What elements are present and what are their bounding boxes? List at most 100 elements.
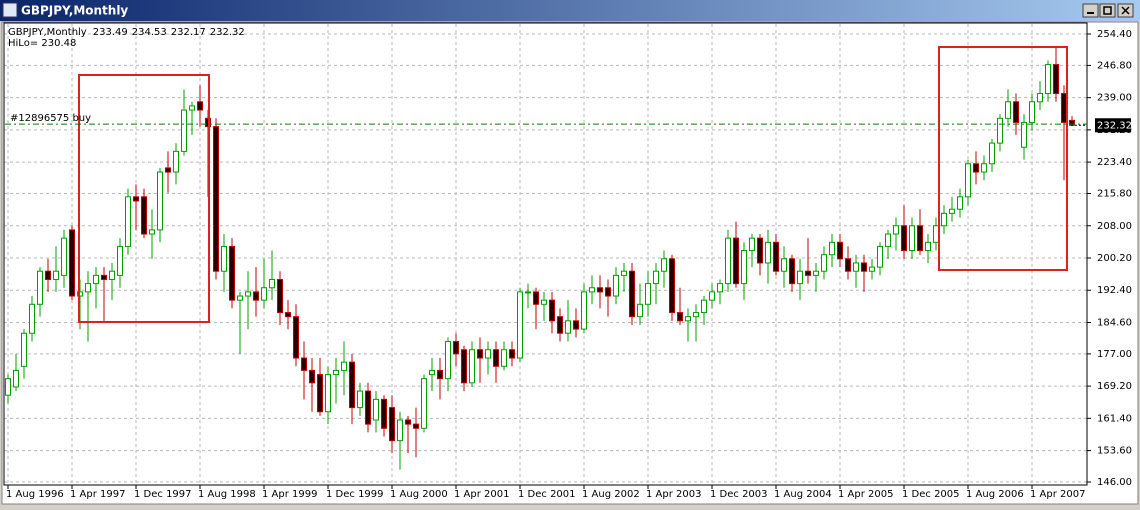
current-price-label: 232.32	[1097, 120, 1132, 131]
candle-body	[853, 262, 859, 272]
candle-body	[157, 171, 163, 231]
candle-body	[565, 320, 571, 334]
candle-body	[589, 287, 595, 293]
candle-body	[1053, 64, 1059, 95]
candle-body	[837, 241, 843, 260]
hilo-label: HiLo= 230.48	[8, 38, 76, 49]
candle-body	[5, 378, 11, 396]
candle-body	[701, 299, 707, 314]
y-tick-label: 246.80	[1097, 60, 1132, 71]
y-tick-label: 153.60	[1097, 446, 1132, 457]
candle-body	[773, 241, 779, 272]
x-tick-label: 1 Aug 2002	[582, 489, 640, 500]
candle-body	[637, 303, 643, 318]
candle-body	[85, 283, 91, 293]
candle-body	[845, 258, 851, 272]
candle-body	[741, 250, 747, 285]
candle-body	[53, 270, 59, 280]
candle-body	[981, 163, 987, 173]
candle-body	[1029, 101, 1035, 123]
candle-body	[997, 117, 1003, 144]
minimize-button[interactable]	[1082, 3, 1099, 18]
header-low: 232.17	[171, 27, 206, 38]
candle-body	[61, 237, 67, 276]
candle-body	[829, 241, 835, 256]
candle-body	[965, 163, 971, 198]
candle-body	[621, 270, 627, 276]
candle-body	[941, 212, 947, 227]
candle-body	[509, 349, 515, 359]
candle-body	[909, 225, 915, 252]
candle-body	[533, 291, 539, 305]
candle-body	[517, 291, 523, 359]
candle-body	[613, 274, 619, 297]
candle-body	[245, 291, 251, 297]
chart-area	[1, 21, 1139, 505]
y-tick-label: 215.80	[1097, 189, 1132, 200]
candle-body	[253, 291, 259, 301]
candle-body	[725, 237, 731, 285]
candle-body	[1021, 121, 1027, 148]
candle-body	[1037, 93, 1043, 103]
candle-body	[133, 196, 139, 202]
plot-frame	[3, 22, 1088, 486]
x-tick-label: 1 Aug 2004	[774, 489, 832, 500]
header-high: 234.53	[132, 27, 167, 38]
candle-body	[197, 101, 203, 111]
y-tick-label: 184.60	[1097, 317, 1132, 328]
candle-body	[269, 278, 275, 289]
grid	[4, 24, 1087, 485]
x-tick-label: 1 Apr 2005	[838, 489, 893, 500]
candle-body	[541, 299, 547, 305]
window-icon	[2, 2, 18, 18]
candle-body	[125, 196, 131, 247]
candle-body	[381, 398, 387, 429]
candle-body	[341, 361, 347, 371]
candle-body	[797, 270, 803, 285]
x-tick-label: 1 Aug 1996	[6, 489, 64, 500]
x-tick-label: 1 Apr 1997	[70, 489, 125, 500]
maximize-button[interactable]	[1099, 3, 1116, 18]
candle-body	[333, 369, 339, 376]
order-label: #12896575 buy	[10, 113, 91, 124]
candle-body	[165, 167, 171, 173]
candle-body	[1061, 93, 1067, 123]
candle-body	[277, 278, 283, 314]
candle-body	[869, 266, 875, 272]
candle-body	[181, 109, 187, 152]
candle-body	[893, 225, 899, 235]
highlight-box	[938, 46, 1068, 271]
x-tick-label: 1 Dec 2003	[710, 489, 768, 500]
y-tick-label: 223.40	[1097, 157, 1132, 168]
candle-body	[29, 303, 35, 334]
header-close: 232.32	[210, 27, 245, 38]
candle-body	[949, 208, 955, 214]
candle-body	[293, 316, 299, 359]
candle-body	[69, 229, 75, 297]
candle-body	[221, 245, 227, 272]
candle-body	[573, 320, 579, 330]
candle-body	[789, 258, 795, 285]
candle-body	[357, 390, 363, 409]
y-tick-label: 146.00	[1097, 477, 1132, 488]
chart-header: GBPJPY,Monthly 233.49 234.53 232.17 232.32	[8, 27, 245, 38]
candle-body	[445, 340, 451, 380]
candle-body	[861, 262, 867, 272]
y-tick-label: 192.40	[1097, 285, 1132, 296]
candle-body	[717, 283, 723, 293]
x-tick-label: 1 Apr 2001	[454, 489, 509, 500]
x-tick-label: 1 Apr 2003	[646, 489, 701, 500]
candle-body	[45, 270, 51, 280]
candle-body	[405, 419, 411, 425]
candle-body	[349, 361, 355, 409]
candle-body	[413, 423, 419, 429]
candle-body	[813, 270, 819, 276]
y-tick-label: 161.40	[1097, 413, 1132, 424]
candle-body	[597, 287, 603, 293]
y-tick-label: 200.20	[1097, 253, 1132, 264]
candle-body	[109, 270, 115, 280]
highlight-box	[78, 74, 210, 323]
candle-body	[629, 270, 635, 318]
candle-body	[389, 407, 395, 442]
